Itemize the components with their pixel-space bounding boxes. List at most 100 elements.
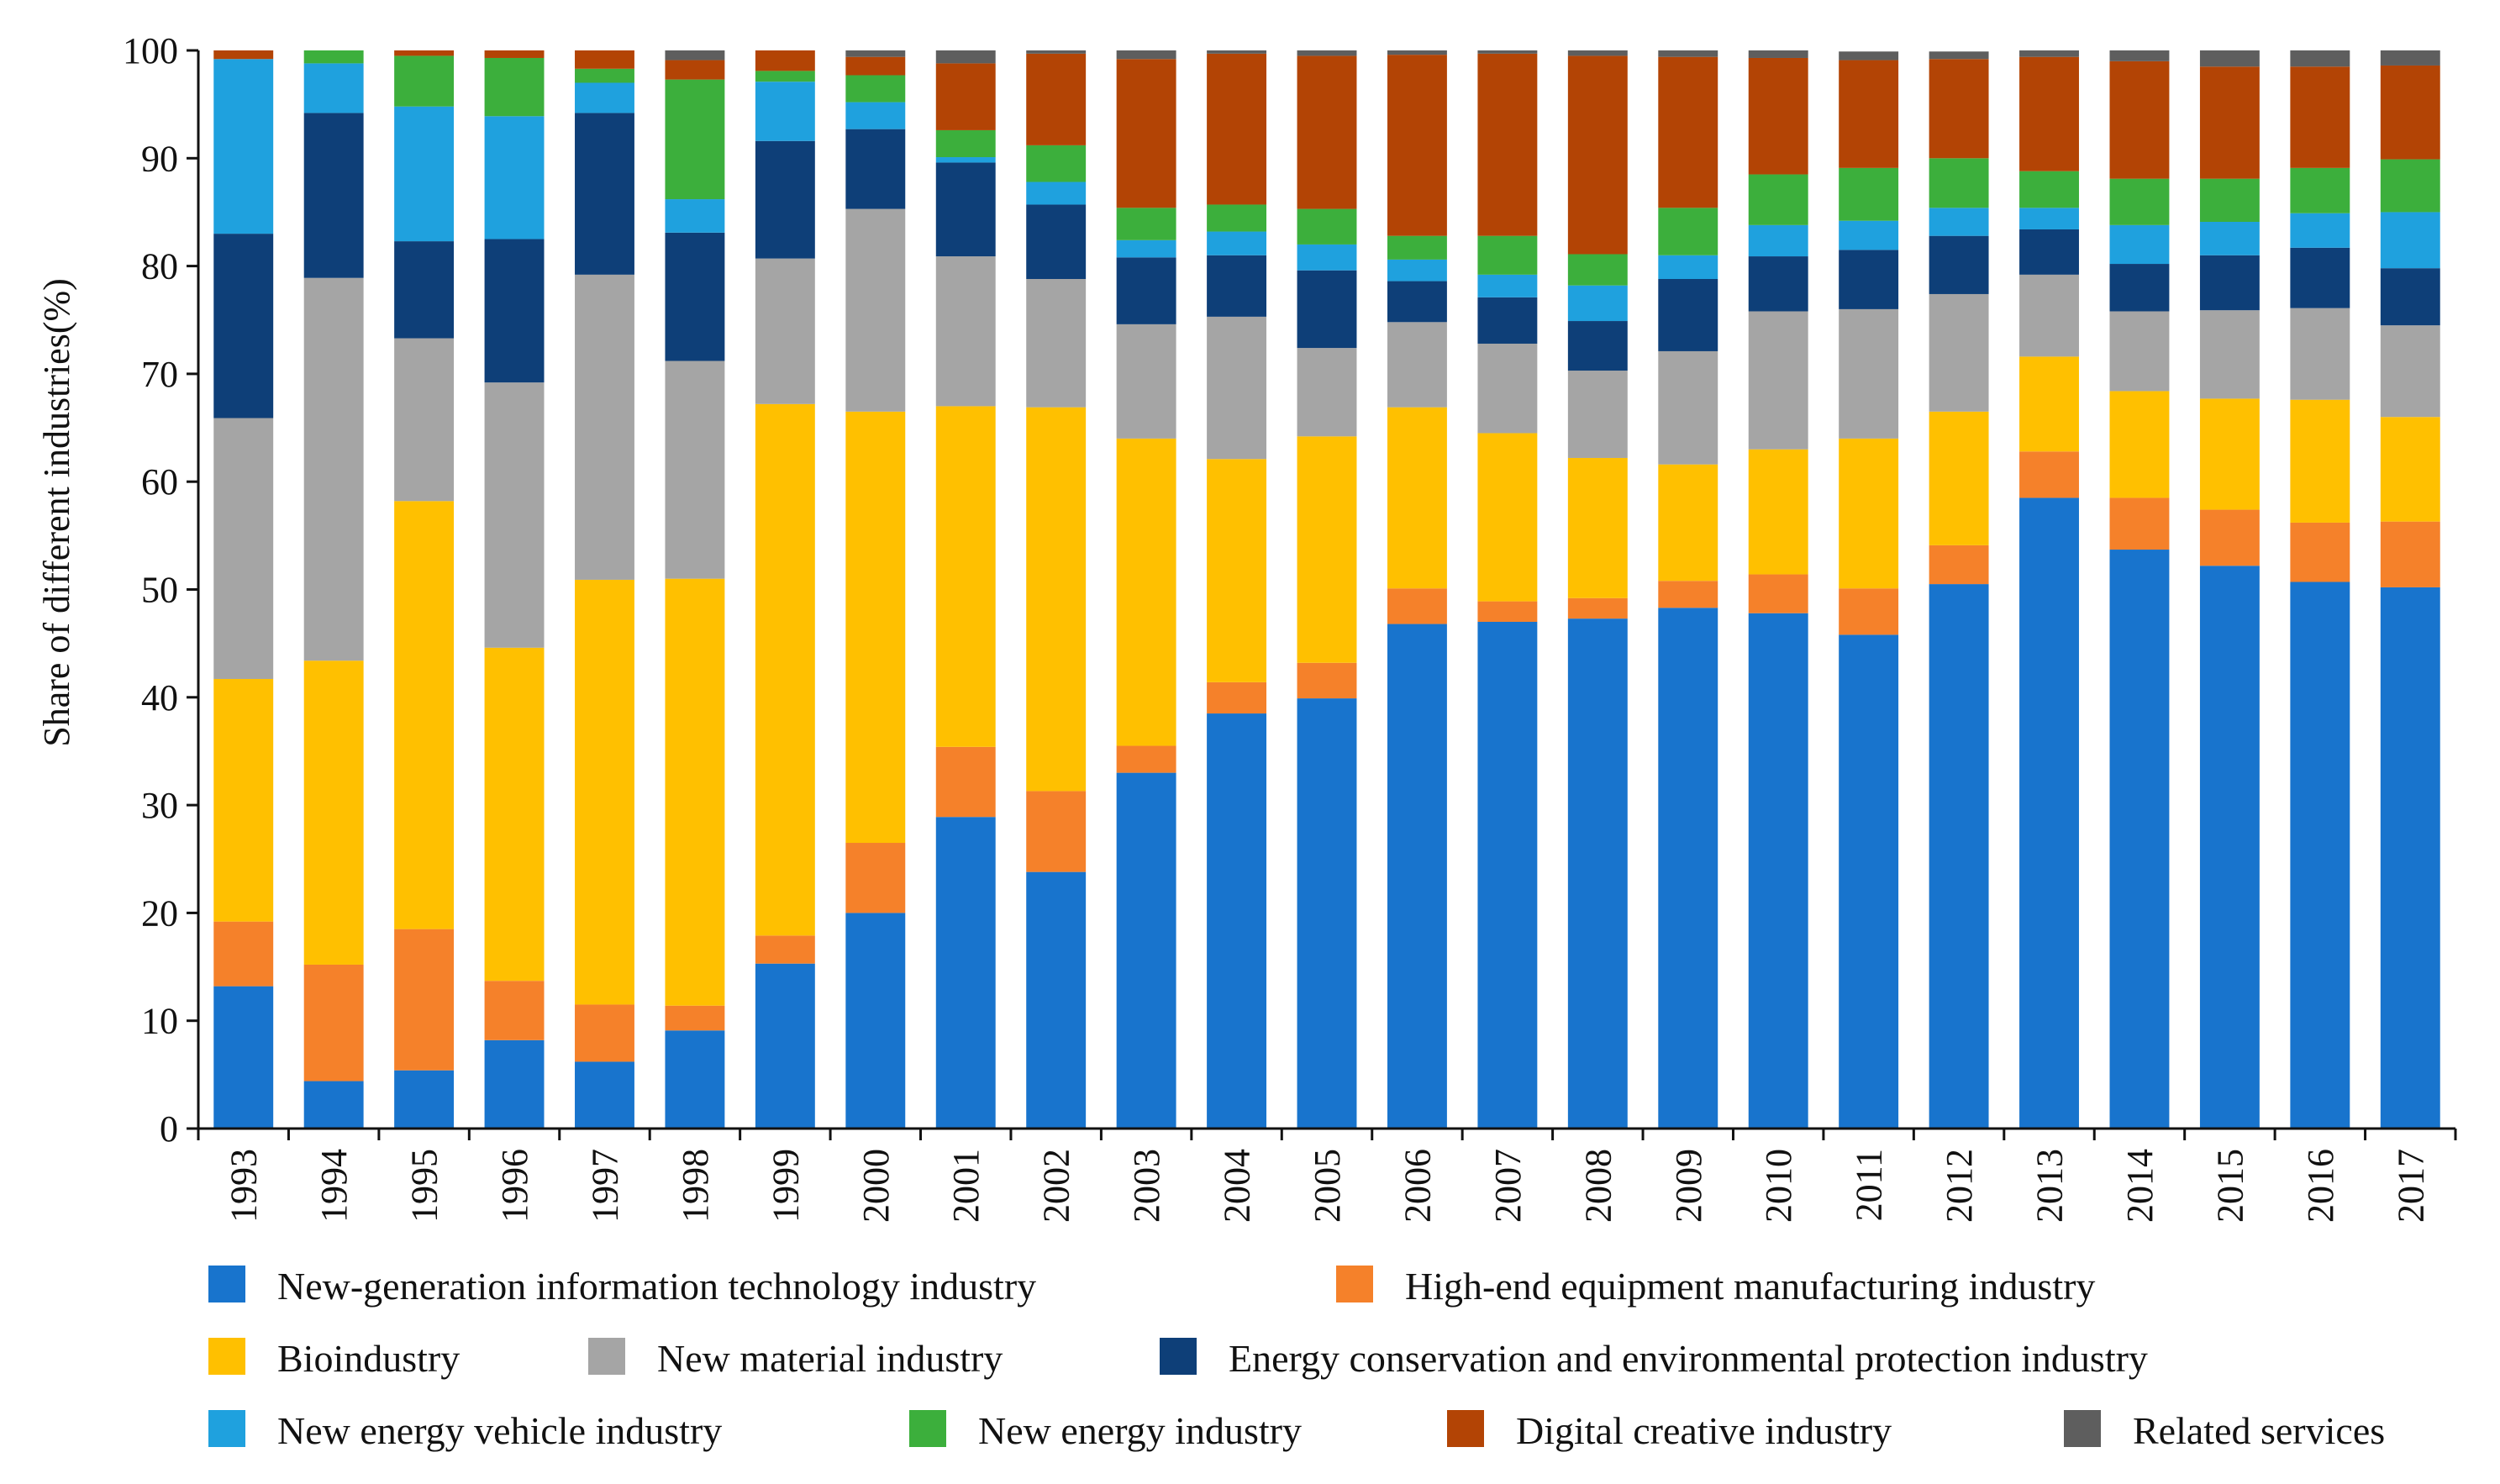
x-tick-label: 2004 [1217,1149,1258,1223]
bar-segment [1387,235,1447,260]
bar-segment [484,382,545,648]
bar-segment [1748,449,1808,575]
bar-segment [665,578,725,1006]
bar-segment [394,241,455,339]
bar-segment [2019,208,2079,229]
bar-segment [303,1081,364,1129]
bar-segment [1658,464,1718,581]
bar-segment [2199,221,2260,255]
bar-segment [2380,212,2440,269]
x-tick-label: 2005 [1307,1149,1348,1223]
legend-label: New energy vehicle industry [277,1409,722,1452]
legend-swatch [1447,1410,1484,1447]
bar-segment [575,274,634,580]
bar-segment [1116,438,1176,746]
bar-segment [2290,581,2350,1129]
bar-stack-2005 [1297,50,1357,1129]
bar-segment [213,50,274,60]
bar-stack-2011 [1839,51,1899,1129]
bar-stack-2014 [2109,50,2170,1129]
bar-segment [1387,281,1447,323]
bar-segment [1026,407,1087,792]
bar-segment [1207,713,1267,1129]
legend-item: Digital creative industry [1447,1409,1892,1452]
bars-layer [213,50,2440,1129]
legend-swatch [588,1338,625,1375]
bar-stack-1997 [575,50,634,1129]
y-tick-label: 60 [141,461,178,503]
bar-stack-2008 [1567,50,1628,1129]
bar-segment [1929,51,1989,60]
legend-item: Related services [2064,1409,2385,1452]
bar-segment [1026,278,1087,408]
bar-segment [1026,204,1087,279]
bar-segment [1658,255,1718,279]
bar-segment [303,113,364,278]
bar-segment [1658,50,1718,57]
bar-segment [1207,231,1267,255]
bar-segment [213,678,274,922]
bar-stack-2015 [2199,50,2260,1129]
bar-segment [484,116,545,239]
bar-segment [2290,213,2350,248]
bar-segment [2380,50,2440,66]
x-tick-label: 2017 [2390,1149,2431,1223]
bar-segment [1929,235,1989,294]
bar-segment [1748,613,1808,1129]
bar-segment [2199,310,2260,399]
bar-segment [394,929,455,1071]
bar-segment [1477,433,1538,602]
bar-segment [1929,59,1989,159]
legend-item: New energy vehicle industry [208,1409,722,1452]
bar-segment [755,140,815,259]
bar-segment [845,913,906,1129]
bar-segment [2019,229,2079,275]
bar-segment [935,256,996,407]
bar-segment [1387,322,1447,408]
legend-item: New-generation information technology in… [208,1265,1036,1308]
bar-segment [1297,698,1357,1129]
bar-segment [1477,601,1538,622]
bar-segment [1839,167,1899,221]
x-tick-label: 2010 [1758,1149,1799,1223]
bar-segment [1567,618,1628,1129]
bar-segment [845,75,906,103]
bar-segment [1116,239,1176,258]
bar-segment [1658,56,1718,208]
x-tick-label: 2002 [1036,1149,1077,1223]
bar-segment [2290,50,2350,67]
bar-segment [1026,871,1087,1129]
bar-segment [2290,66,2350,168]
bar-segment [2199,509,2260,566]
bar-segment [1026,182,1087,205]
bar-segment [1748,256,1808,312]
x-tick-label: 1997 [584,1149,625,1223]
legend-swatch [2064,1410,2101,1447]
bar-stack-2002 [1026,50,1087,1129]
bar-segment [1477,621,1538,1129]
legend-label: Related services [2133,1409,2385,1452]
bar-segment [575,68,634,83]
bar-segment [2019,56,2079,171]
x-tick-label: 1998 [675,1149,716,1223]
bar-segment [2019,171,2079,208]
legend-item: High-end equipment manufacturing industr… [1336,1265,2095,1308]
bar-segment [665,232,725,361]
bar-segment [213,234,274,418]
bar-segment [1026,50,1087,54]
bar-segment [1477,274,1538,297]
bar-segment [1297,348,1357,437]
bar-segment [935,129,996,158]
bar-segment [394,1070,455,1129]
bar-segment [1839,308,1899,439]
bar-segment [2380,159,2440,213]
bar-segment [2290,247,2350,308]
bar-segment [2380,325,2440,418]
bar-segment [303,277,364,661]
bar-segment [484,981,545,1040]
x-tick-label: 2016 [2300,1149,2341,1223]
bar-segment [845,843,906,913]
bar-segment [845,129,906,209]
legend-label: New material industry [657,1337,1003,1380]
bar-segment [665,1030,725,1129]
